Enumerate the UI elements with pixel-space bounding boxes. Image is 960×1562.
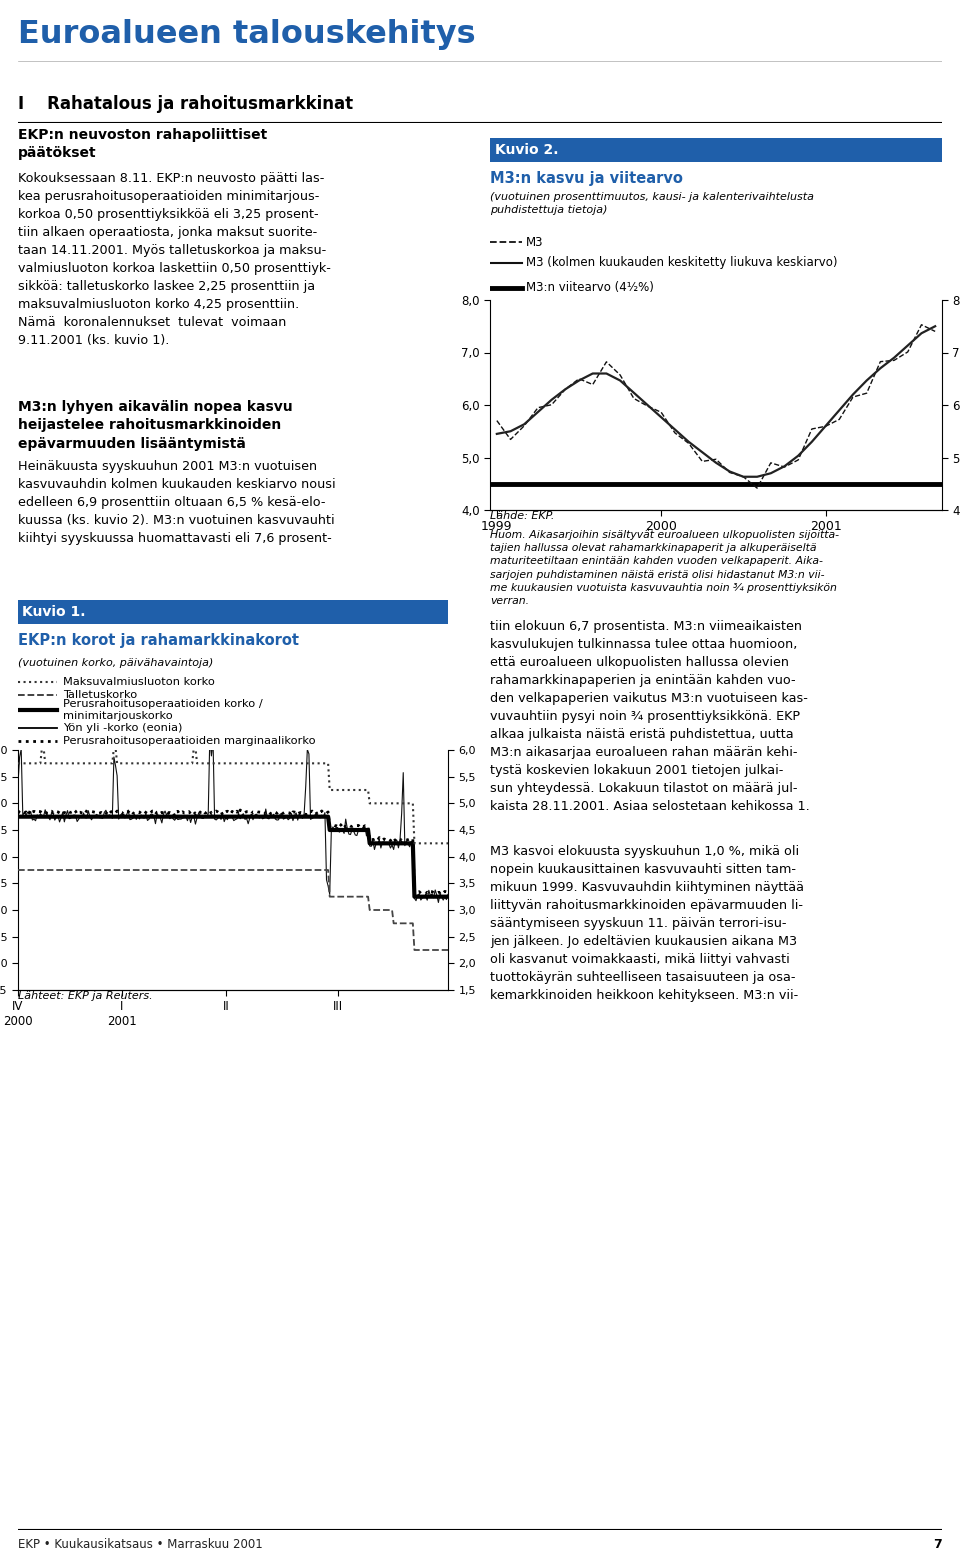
Text: Kuvio 1.: Kuvio 1. (22, 604, 85, 619)
Text: Kokouksessaan 8.11. EKP:n neuvosto päätti las-
kea perusrahoitusoperaatioiden mi: Kokouksessaan 8.11. EKP:n neuvosto päätt… (18, 172, 331, 347)
Text: Maksuvalmiusluoton korko: Maksuvalmiusluoton korko (63, 676, 215, 687)
Text: Heinäkuusta syyskuuhun 2001 M3:n vuotuisen
kasvuvauhdin kolmen kuukauden keskiar: Heinäkuusta syyskuuhun 2001 M3:n vuotuis… (18, 459, 336, 545)
Text: (vuotuinen korko, päivähavaintoja): (vuotuinen korko, päivähavaintoja) (18, 658, 213, 669)
Text: M3:n kasvu ja viitearvo: M3:n kasvu ja viitearvo (490, 172, 683, 186)
Text: Perusrahoitusoperaatioiden marginaalikorko: Perusrahoitusoperaatioiden marginaalikor… (63, 737, 316, 747)
Text: tiin elokuun 6,7 prosentista. M3:n viimeaikaisten
kasvulukujen tulkinnassa tulee: tiin elokuun 6,7 prosentista. M3:n viime… (490, 620, 809, 812)
Text: Lähteet: EKP ja Reuters.: Lähteet: EKP ja Reuters. (18, 990, 153, 1001)
Text: M3 kasvoi elokuusta syyskuuhun 1,0 %, mikä oli
nopein kuukausittainen kasvuvauht: M3 kasvoi elokuusta syyskuuhun 1,0 %, mi… (490, 845, 804, 1001)
Text: EKP:n korot ja rahamarkkinakorot: EKP:n korot ja rahamarkkinakorot (18, 634, 299, 648)
Text: Kuvio 2.: Kuvio 2. (494, 144, 558, 158)
Text: M3:n lyhyen aikavälin nopea kasvu
heijastelee rahoitusmarkkinoiden
epävarmuuden : M3:n lyhyen aikavälin nopea kasvu heijas… (18, 400, 293, 451)
Text: Lähde: EKP.: Lähde: EKP. (490, 511, 554, 522)
Text: Huom. Aikasarjoihin sisältyvät euroalueen ulkopuolisten sijoitta-
tajien halluss: Huom. Aikasarjoihin sisältyvät euroaluee… (490, 530, 839, 606)
Text: M3 (kolmen kuukauden keskitetty liukuva keskiarvo): M3 (kolmen kuukauden keskitetty liukuva … (526, 256, 838, 269)
Text: Yön yli -korko (eonia): Yön yli -korko (eonia) (63, 723, 182, 733)
Text: EKP • Kuukausikatsaus • Marraskuu 2001: EKP • Kuukausikatsaus • Marraskuu 2001 (18, 1537, 263, 1551)
Text: 7: 7 (933, 1537, 942, 1551)
Text: Talletuskorko: Talletuskorko (63, 689, 137, 700)
Text: I    Rahatalous ja rahoitusmarkkinat: I Rahatalous ja rahoitusmarkkinat (18, 95, 353, 112)
Text: EKP:n neuvoston rahapoliittiset
päätökset: EKP:n neuvoston rahapoliittiset päätökse… (18, 128, 267, 161)
Text: M3: M3 (526, 236, 543, 248)
Text: Perusrahoitusoperaatioiden korko /
minimitarjouskorko: Perusrahoitusoperaatioiden korko / minim… (63, 700, 263, 720)
Text: (vuotuinen prosenttimuutos, kausi- ja kalenterivaihtelusta
puhdistettuja tietoja: (vuotuinen prosenttimuutos, kausi- ja ka… (490, 192, 814, 216)
Text: Euroalueen talouskehitys: Euroalueen talouskehitys (18, 19, 475, 50)
Text: M3:n viitearvo (4½%): M3:n viitearvo (4½%) (526, 281, 654, 294)
